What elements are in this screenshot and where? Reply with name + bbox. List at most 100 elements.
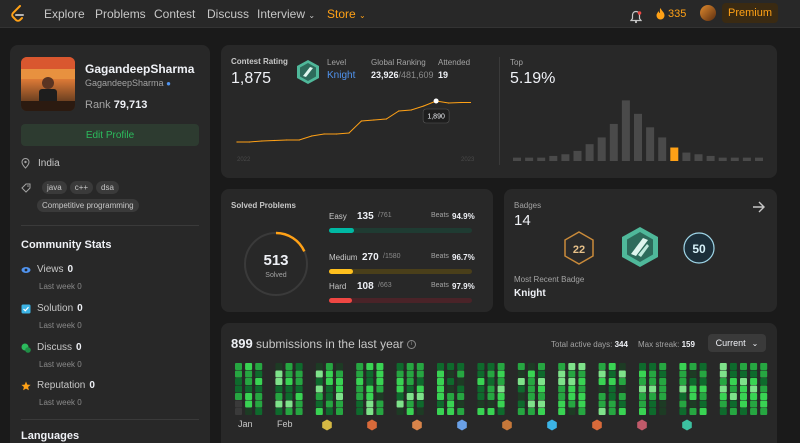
heatmap-cell [416,370,424,378]
rating-point [298,139,300,141]
streak-counter[interactable]: 335 [656,4,686,24]
annual-badge-2022-icon[interactable]: 22 [562,231,596,265]
heatmap-cell [578,408,586,415]
heatmap-cell [396,370,404,378]
heatmap-cell [396,400,404,408]
heatmap-cell [719,408,727,415]
heatmap-cell [558,363,566,370]
heatmap-cell [750,400,758,408]
badges-label: Badges [514,201,542,210]
beats-label: Beats [431,253,449,260]
knight-badge-large-icon[interactable] [618,225,662,269]
top-bar [585,144,594,161]
difficulty-bar-fill [329,298,353,303]
top-bar [573,150,582,161]
profile-handle-text: GagandeepSharma [85,78,164,88]
skill-tag[interactable]: c++ [69,181,94,194]
top-bar-chart[interactable] [511,95,767,165]
skill-tag[interactable]: dsa [96,181,119,194]
recent-badge-label: Most Recent Badge [514,275,585,284]
stat-value: 0 [76,342,82,353]
profile-rank: Rank 79,713 [85,99,147,111]
avatar-photo-icon [21,57,75,111]
nav-contest[interactable]: Contest [154,7,196,21]
nav-avatar[interactable] [700,5,716,21]
nav-discuss[interactable]: Discuss [207,7,250,21]
difficulty-label: Hard [329,282,347,291]
beats-label: Beats [431,282,449,289]
heatmap-cell [699,393,707,400]
heatmap-cell [517,400,525,408]
heatmap-cell [406,408,414,415]
submission-heatmap[interactable] [235,363,770,415]
heatmap-cell [416,363,424,370]
heatmap-cell [487,378,495,385]
difficulty-count: 108 [357,281,374,292]
skill-tag[interactable]: Competitive programming [37,199,139,212]
heatmap-cell [689,378,697,385]
heatmap-cell [659,370,667,378]
heatmap-cell [447,393,455,400]
heatmap-cell [285,393,293,400]
nav-interview[interactable]: Interview ⌄ [257,7,315,21]
difficulty-total: /663 [378,282,392,289]
nav-explore[interactable]: Explore [44,7,85,21]
heatmap-cell [679,385,687,393]
year-end-label: 2023 [461,157,475,163]
heatmap-cell [336,363,343,370]
premium-button[interactable]: Premium [722,3,778,23]
rating-highlight-point[interactable] [433,98,439,104]
solved-ring-chart[interactable]: 513 Solved [241,229,311,299]
heatmap-cell [295,393,303,400]
top-bar [706,155,715,161]
heatmap-cell [558,378,566,385]
eye-icon [21,266,31,273]
global-ranking: 23,926/481,609 [371,70,434,80]
chevron-down-icon: ⌄ [751,338,759,348]
heatmap-cell [245,385,253,393]
heatmap-cell [689,385,697,393]
skill-tags-row2: Competitive programming [37,199,139,212]
edit-profile-button[interactable]: Edit Profile [21,124,199,146]
year-select[interactable]: Current ⌄ [708,334,766,352]
nav-store[interactable]: Store ⌄ [327,7,366,21]
heatmap-cell [325,408,333,415]
rating-point [273,139,275,142]
heatmap-cell [659,385,667,393]
monthly-badge-icon [502,419,512,431]
top-label: Top [510,58,523,67]
heatmap-cell [699,385,707,393]
heatmap-cell [487,393,495,400]
heatmap-cell [639,385,646,393]
heatmap-cell [245,363,253,370]
heatmap-cell [285,400,293,408]
rating-line-chart[interactable]: 1,890 2022 2023 [231,93,491,165]
top-bar [682,152,691,161]
heatmap-cell [538,393,545,400]
heatmap-cell [356,393,364,400]
heatmap-cell [477,385,485,393]
50-days-badge-icon[interactable]: 50 [682,231,716,265]
heatmap-cell [285,370,293,378]
heatmap-cell [497,408,505,415]
heatmap-cell [618,378,626,385]
heatmap-cell [376,408,384,415]
heatmap-cell [740,393,747,400]
leetcode-logo-icon[interactable] [10,5,26,23]
bell-icon[interactable] [630,7,642,27]
rank-label: Rank [85,99,111,111]
arrow-right-icon[interactable] [752,201,766,213]
info-icon[interactable]: i [406,340,416,350]
heatmap-cell [447,385,455,393]
heatmap-cell [679,363,687,370]
heatmap-cell [366,400,374,408]
skill-tag[interactable]: java [42,181,67,194]
heatmap-cell [275,393,283,400]
heatmap-cell [457,393,465,400]
nav-problems[interactable]: Problems [95,7,146,21]
heatmap-cell [578,400,586,408]
stat-label: Solution [37,303,74,314]
heatmap-cell [325,370,333,378]
heatmap-cell [740,378,747,385]
community-stats-title: Community Stats [21,239,112,251]
